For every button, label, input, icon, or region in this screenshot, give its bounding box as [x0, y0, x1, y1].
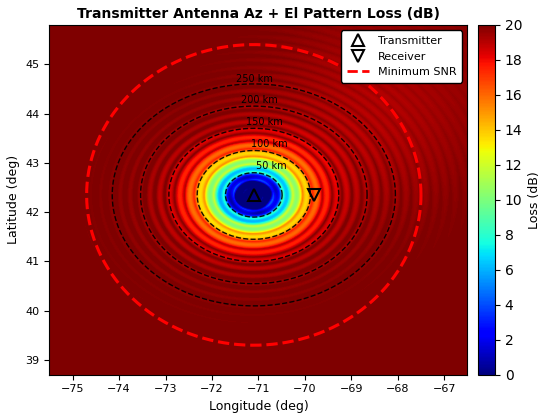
Y-axis label: Latitude (deg): Latitude (deg): [7, 155, 20, 244]
Y-axis label: Loss (dB): Loss (dB): [528, 171, 541, 229]
Text: 100 km: 100 km: [251, 139, 288, 149]
X-axis label: Longitude (deg): Longitude (deg): [208, 400, 309, 413]
Text: 50 km: 50 km: [256, 161, 287, 171]
Text: 150 km: 150 km: [246, 117, 283, 127]
Text: 250 km: 250 km: [236, 74, 273, 84]
Title: Transmitter Antenna Az + El Pattern Loss (dB): Transmitter Antenna Az + El Pattern Loss…: [77, 7, 440, 21]
Legend: Transmitter, Receiver, Minimum SNR: Transmitter, Receiver, Minimum SNR: [341, 30, 462, 83]
Text: 200 km: 200 km: [241, 95, 278, 105]
